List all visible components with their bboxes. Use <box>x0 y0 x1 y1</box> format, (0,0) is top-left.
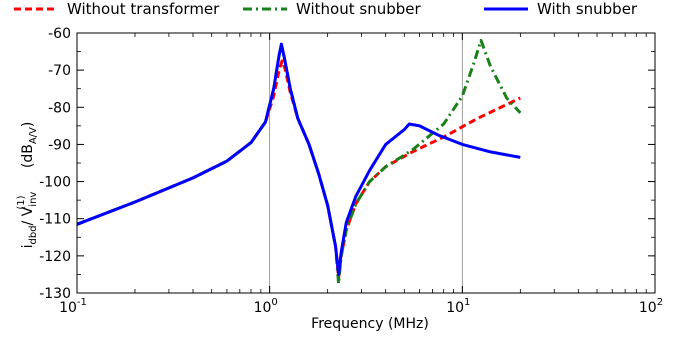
tick-labels: 10-1 100 101 102 -60 -70 -80 -90 -100 -110 -120 -13… <box>39 26 663 316</box>
x-tick-label: 100 <box>254 297 278 316</box>
x-tick-label: 102 <box>639 297 663 316</box>
legend-label: Without transformer <box>67 0 220 18</box>
plot-frame <box>76 32 656 294</box>
series-line-without-transformer <box>76 59 521 280</box>
y-tick-label: -100 <box>39 175 71 191</box>
x-axis-title: Frequency (MHz) <box>311 316 429 332</box>
series-lines <box>76 38 522 286</box>
y-tick-label: -120 <box>39 249 71 265</box>
legend-label: With snubber <box>537 0 638 18</box>
y-axis-title: idbd/ Vinv(1) (dBA/V) <box>16 122 39 249</box>
y-tick-label: -130 <box>39 286 71 302</box>
x-tick-label: 10-1 <box>59 297 87 316</box>
legend: Without transformer Without snubber With s… <box>14 0 638 18</box>
series-line-with-snubber <box>76 42 521 276</box>
legend-label: Without snubber <box>296 0 421 18</box>
y-tick-label: -60 <box>48 26 71 42</box>
series-line-without-snubber <box>76 38 522 286</box>
y-tick-label: -90 <box>48 137 71 153</box>
y-tick-label: -80 <box>48 100 71 116</box>
y-tick-label: -110 <box>39 212 71 228</box>
y-tick-label: -70 <box>48 63 71 79</box>
x-tick-label: 101 <box>446 297 470 316</box>
grid-lines <box>269 33 463 293</box>
axis-ticks <box>76 32 656 294</box>
